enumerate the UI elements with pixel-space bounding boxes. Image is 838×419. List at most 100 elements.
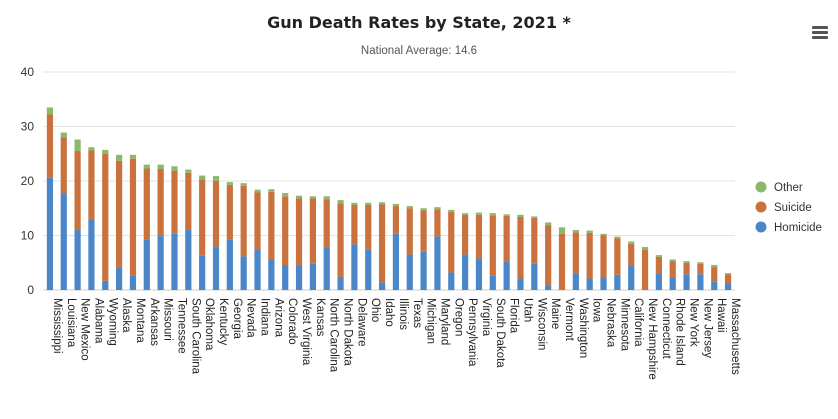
bar-other	[295, 195, 303, 199]
bar-suicide	[129, 158, 137, 276]
bar-other	[406, 206, 413, 209]
bar-suicide	[185, 172, 192, 231]
bar-other	[46, 107, 54, 115]
bar-suicide	[282, 196, 289, 266]
bar-suicide	[309, 198, 316, 264]
bar-other	[323, 196, 330, 200]
x-tick-label: Alabama	[92, 298, 104, 344]
bar-homicide	[212, 246, 220, 290]
bar-suicide	[683, 262, 690, 275]
hamburger-menu-icon[interactable]	[812, 26, 828, 40]
x-tick-label: Illinois	[397, 298, 409, 330]
bar-homicide	[157, 236, 164, 290]
bar-homicide	[199, 255, 206, 290]
bar-other	[724, 273, 732, 275]
x-tick-label: Maryland	[438, 298, 450, 345]
x-tick-label: New Mexico	[79, 298, 91, 361]
bar-suicide	[641, 249, 649, 290]
bar-homicide	[60, 192, 67, 290]
bar-other	[212, 176, 220, 181]
bar-suicide	[378, 204, 386, 283]
bar-homicide	[434, 236, 441, 290]
bar-other	[448, 209, 455, 213]
bar-homicide	[420, 251, 427, 290]
x-tick-label: Ohio	[369, 298, 381, 322]
bar-homicide	[531, 263, 538, 290]
bar-suicide	[655, 256, 662, 274]
x-tick-label: Vermont	[563, 298, 575, 342]
bar-other	[254, 189, 261, 193]
bar-homicide	[600, 277, 607, 290]
bar-homicide	[503, 261, 510, 290]
bar-other	[143, 164, 150, 169]
bar-suicide	[669, 261, 676, 278]
bar-suicide	[697, 263, 704, 275]
bar-suicide	[226, 184, 233, 240]
x-tick-label: Arizona	[272, 298, 284, 338]
bar-suicide	[614, 238, 621, 275]
bar-homicide	[392, 233, 400, 290]
x-tick-label: Delaware	[355, 298, 367, 347]
bar-suicide	[489, 215, 496, 276]
bar-suicide	[503, 215, 510, 262]
bar-homicide	[351, 244, 358, 290]
bar-other	[586, 230, 593, 233]
bar-suicide	[295, 198, 303, 266]
bar-homicide	[489, 275, 496, 290]
bar-homicide	[572, 273, 579, 290]
bar-suicide	[475, 214, 483, 259]
x-tick-label: New Hampshire	[646, 298, 658, 380]
bar-suicide	[199, 179, 206, 256]
y-tick-label: 40	[21, 65, 35, 79]
x-tick-label: Utah	[521, 298, 533, 322]
bar-other	[545, 222, 552, 226]
x-tick-label: West Virginia	[300, 298, 312, 366]
bar-suicide	[392, 206, 400, 234]
bar-homicide	[406, 254, 413, 290]
bar-suicide	[74, 151, 81, 231]
bar-suicide	[116, 160, 123, 268]
x-tick-label: Washington	[577, 298, 589, 358]
bar-suicide	[545, 225, 552, 286]
bar-other	[74, 139, 81, 152]
bar-homicide	[614, 274, 621, 290]
bar-homicide	[475, 258, 483, 290]
bar-homicide	[365, 249, 372, 290]
bar-homicide	[295, 265, 303, 290]
bar-homicide	[171, 233, 178, 290]
bar-other	[462, 213, 469, 215]
bar-other	[88, 147, 95, 151]
bar-other	[503, 214, 510, 216]
bar-other	[365, 202, 372, 205]
bar-homicide	[517, 278, 524, 290]
x-tick-label: Wyoming	[106, 298, 118, 346]
bar-other	[572, 230, 579, 233]
bar-suicide	[406, 208, 413, 255]
bar-other	[378, 202, 386, 205]
bar-suicide	[531, 218, 538, 264]
bar-other	[268, 189, 275, 192]
bar-suicide	[157, 169, 164, 237]
bar-suicide	[323, 199, 330, 248]
x-tick-label: Hawaii	[715, 298, 727, 333]
bar-suicide	[46, 114, 54, 178]
x-tick-label: Alaska	[120, 298, 132, 333]
bar-suicide	[60, 137, 67, 193]
x-tick-label: Nebraska	[605, 298, 617, 348]
bar-homicide	[129, 275, 137, 290]
bar-other	[102, 149, 109, 154]
bar-suicide	[88, 150, 95, 220]
bar-suicide	[254, 192, 261, 250]
bar-other	[60, 132, 67, 138]
bar-homicide	[337, 276, 344, 290]
bar-homicide	[545, 285, 552, 290]
bar-homicide	[697, 274, 704, 290]
bar-other	[614, 236, 621, 239]
bar-suicide	[337, 203, 344, 277]
x-tick-label: Colorado	[286, 298, 298, 345]
bar-homicide	[711, 281, 718, 290]
x-tick-label: Florida	[508, 298, 520, 334]
bar-homicide	[282, 265, 289, 290]
bar-homicide	[683, 274, 690, 290]
